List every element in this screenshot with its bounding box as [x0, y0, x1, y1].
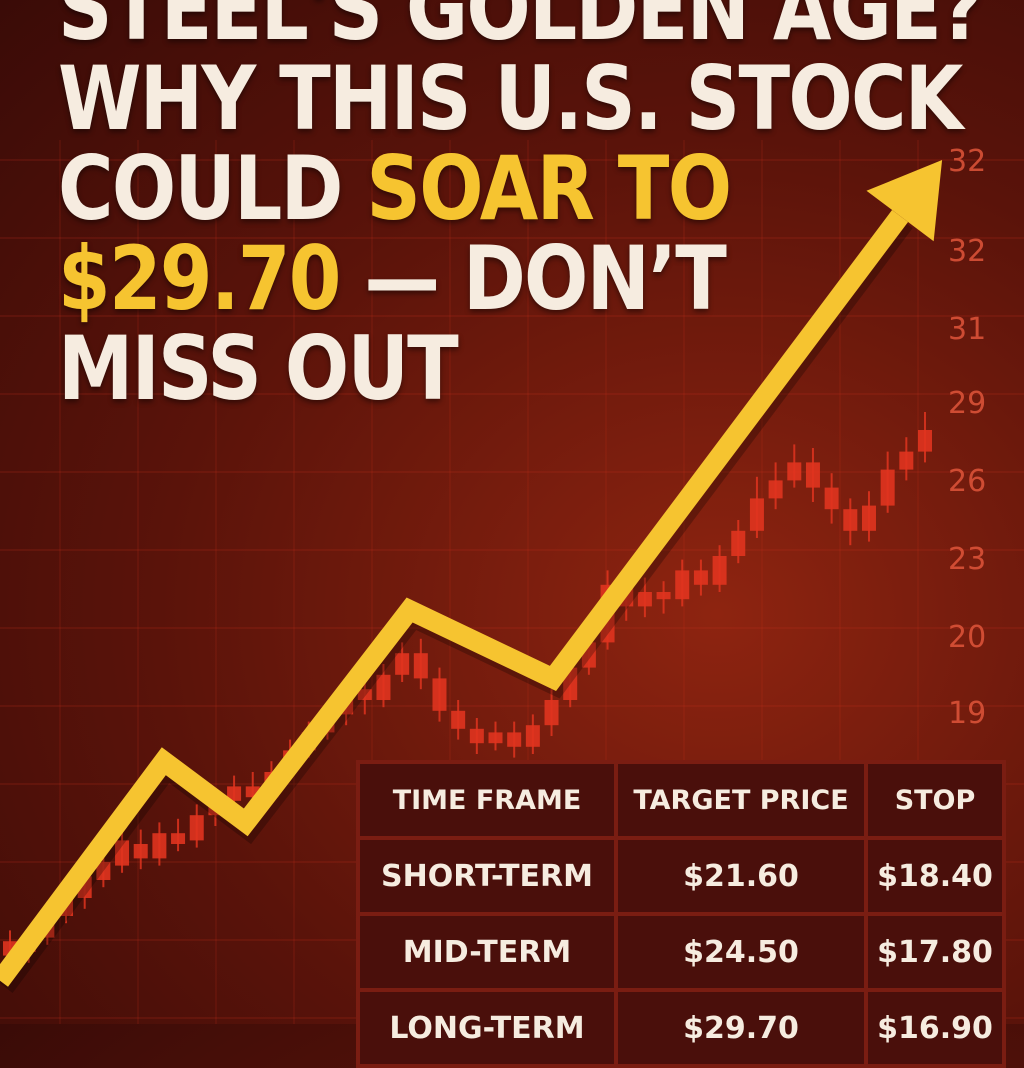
table-row: MID-TERM $24.50 $17.80: [356, 912, 1006, 992]
table-header-row: TIME FRAME TARGET PRICE STOP: [356, 760, 1006, 840]
candle-body: [675, 570, 690, 600]
candle-body: [115, 840, 130, 866]
candle-body: [189, 815, 204, 841]
y-tick-label: 31: [948, 312, 987, 347]
headline-text: — DON’T: [339, 227, 727, 330]
headline-line: COULD SOAR TO: [58, 144, 832, 234]
candle-body: [507, 732, 522, 747]
candle-body: [525, 725, 540, 747]
target-price-cell: $24.50: [614, 912, 868, 992]
trend-arrow-line: [0, 209, 909, 987]
stop-cell: $18.40: [864, 836, 1006, 916]
candle-body: [544, 700, 559, 726]
candle-body: [861, 505, 876, 531]
candle-body: [469, 728, 484, 744]
candle-body: [488, 732, 503, 744]
candle-body: [656, 592, 671, 600]
y-tick-label: 19: [948, 696, 987, 731]
candle-body: [395, 653, 410, 675]
candle-body: [133, 844, 148, 859]
candle-body: [749, 498, 764, 531]
time-frame-cell: MID-TERM: [356, 912, 618, 992]
headline-text: COULD: [58, 137, 367, 240]
candle-body: [637, 592, 652, 607]
candle-body: [245, 786, 260, 798]
headline-highlight: SOAR TO: [366, 137, 732, 240]
y-tick-label: 20: [948, 620, 987, 655]
candle-body: [918, 430, 932, 452]
candle-body: [152, 833, 167, 859]
candle-body: [805, 462, 820, 488]
candle-body: [712, 556, 727, 585]
candle-body: [376, 674, 391, 700]
time-frame-cell: SHORT-TERM: [356, 836, 618, 916]
y-tick-label: 29: [948, 386, 987, 421]
target-price-cell: $29.70: [614, 988, 868, 1068]
y-tick-label: 32: [948, 234, 987, 269]
y-tick-label: 23: [948, 542, 987, 577]
headline-line: $29.70 — DON’T: [58, 234, 832, 324]
table-row: SHORT-TERM $21.60 $18.40: [356, 836, 1006, 916]
time-frame-cell: LONG-TERM: [356, 988, 618, 1068]
column-header-target-price: TARGET PRICE: [614, 760, 868, 840]
headline-line: STEEL'S GOLDEN AGE?: [58, 0, 984, 60]
candle-body: [432, 678, 447, 711]
y-tick-label: 32: [948, 144, 987, 179]
stop-cell: $17.80: [864, 912, 1006, 992]
candle-body: [843, 509, 858, 531]
candle-body: [693, 570, 708, 585]
target-price-cell: $21.60: [614, 836, 868, 916]
candle-body: [899, 451, 914, 470]
headline-line: MISS OUT: [58, 317, 459, 420]
candle-body: [768, 480, 783, 499]
y-tick-label: 26: [948, 464, 987, 499]
candle-body: [451, 710, 466, 729]
trend-arrow: [0, 160, 943, 993]
table-row: LONG-TERM $29.70 $16.90: [356, 988, 1006, 1068]
candle-body: [357, 689, 372, 700]
headline-line: WHY THIS U.S. STOCK: [58, 47, 963, 150]
candle-body: [880, 469, 895, 506]
column-header-time-frame: TIME FRAME: [356, 760, 618, 840]
headline-highlight-price: $29.70: [58, 227, 341, 330]
stop-cell: $16.90: [864, 988, 1006, 1068]
candle-body: [824, 487, 839, 510]
candle-body: [171, 833, 186, 844]
headline: STEEL'S GOLDEN AGE? WHY THIS U.S. STOCK …: [58, 0, 984, 420]
column-header-stop: STOP: [864, 760, 1006, 840]
candle-body: [787, 462, 802, 481]
candle-body: [731, 530, 746, 556]
candle-body: [96, 862, 111, 880]
candle-body: [413, 653, 428, 679]
candle-body: [227, 786, 242, 801]
trend-arrow-head-icon: [866, 160, 943, 242]
price-target-table: TIME FRAME TARGET PRICE STOP SHORT-TERM …: [356, 760, 1006, 1068]
